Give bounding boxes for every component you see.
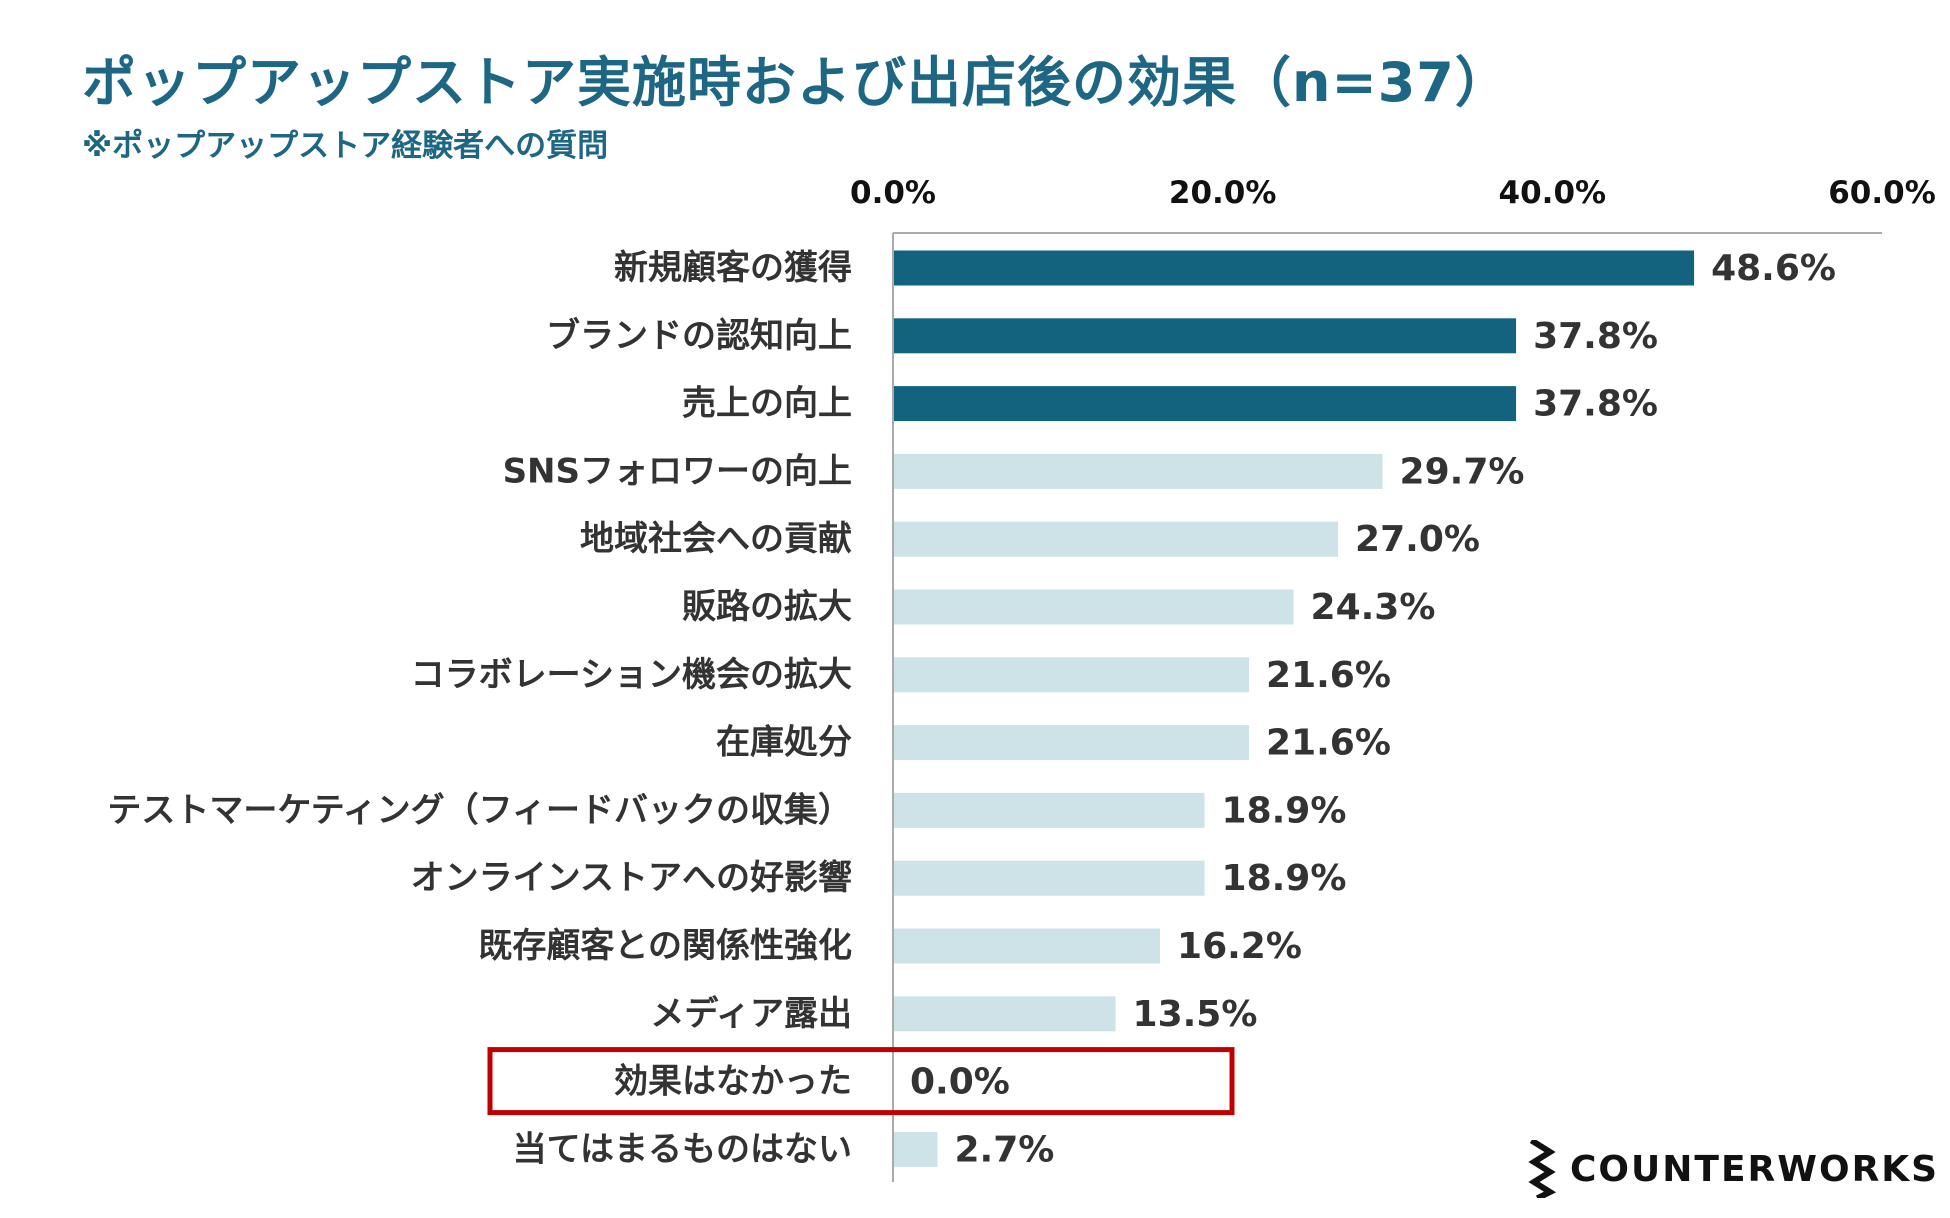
x-tick-label: 0.0%: [850, 175, 936, 211]
value-label: 18.9%: [1222, 858, 1347, 899]
bar: [894, 453, 1383, 489]
bar: [894, 1131, 938, 1167]
category-label: 地域社会への貢献: [580, 519, 852, 559]
bar: [894, 792, 1205, 828]
category-label: 効果はなかった: [614, 1062, 852, 1102]
value-label: 2.7%: [955, 1129, 1055, 1170]
value-label: 29.7%: [1400, 451, 1525, 492]
value-label: 27.0%: [1355, 519, 1480, 560]
bar: [894, 928, 1161, 964]
value-label: 37.8%: [1533, 316, 1658, 357]
category-label: 新規顧客の獲得: [614, 248, 852, 288]
category-label: メディア露出: [650, 994, 852, 1034]
bar: [894, 521, 1339, 557]
bar: [894, 996, 1116, 1032]
category-label: テストマーケティング（フィードバックの収集）: [107, 790, 852, 830]
value-label: 21.6%: [1266, 655, 1391, 696]
x-tick-label: 40.0%: [1499, 175, 1607, 211]
value-label: 21.6%: [1266, 723, 1391, 764]
chart-subtitle: ※ポップアップストア経験者への質問: [82, 128, 609, 164]
bar: [894, 725, 1250, 761]
category-label: 当てはまるものはない: [513, 1129, 852, 1169]
value-label: 16.2%: [1177, 926, 1302, 967]
brand-logo-text: COUNTERWORKS: [1570, 1148, 1940, 1190]
x-tick-label: 60.0%: [1828, 175, 1936, 211]
category-label: 既存顧客との関係性強化: [478, 926, 852, 966]
chart-title: ポップアップストア実施時および出店後の効果（n=37）: [82, 51, 1510, 114]
category-label: 販路の拡大: [682, 587, 852, 627]
category-label: 在庫処分: [716, 723, 852, 763]
value-label: 48.6%: [1711, 248, 1836, 289]
bar: [894, 657, 1250, 693]
category-label: コラボレーション機会の拡大: [411, 655, 852, 695]
x-tick-label: 20.0%: [1169, 175, 1277, 211]
category-label: SNSフォロワーの向上: [503, 451, 852, 491]
value-label: 13.5%: [1133, 994, 1258, 1035]
value-label: 18.9%: [1222, 790, 1347, 831]
category-label: オンラインストアへの好影響: [411, 858, 852, 898]
zigzag-bolt-icon: [1528, 1140, 1556, 1198]
bar: [894, 589, 1294, 625]
bar: [894, 386, 1517, 422]
bar: [894, 250, 1695, 286]
bar: [894, 318, 1517, 354]
category-label: ブランドの認知向上: [546, 316, 852, 356]
highlight-callout-box: [487, 1047, 1235, 1116]
brand-logo: COUNTERWORKS: [1528, 1140, 1939, 1198]
bar: [894, 860, 1205, 896]
value-label: 24.3%: [1311, 587, 1436, 628]
category-label: 売上の向上: [682, 384, 852, 424]
value-label: 0.0%: [910, 1062, 1010, 1103]
value-label: 37.8%: [1533, 384, 1658, 425]
